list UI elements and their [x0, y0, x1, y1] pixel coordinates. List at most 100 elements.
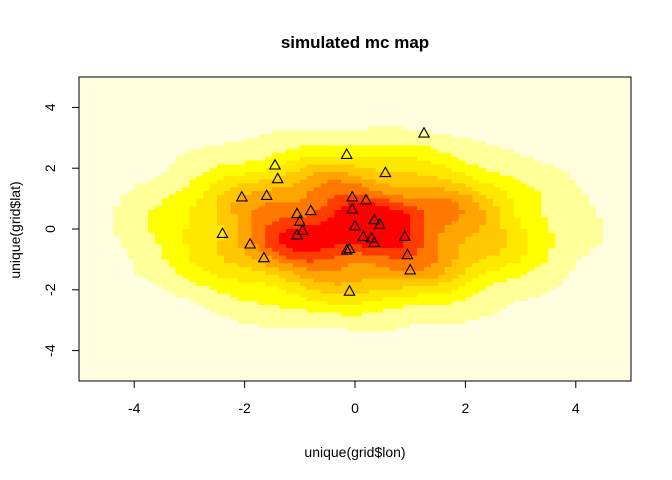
- heatmap-cell: [106, 278, 115, 283]
- heatmap-cell: [479, 377, 487, 382]
- heatmap-cell: [127, 354, 135, 359]
- heatmap-cell: [272, 118, 280, 124]
- heatmap-cell: [223, 339, 232, 344]
- heatmap-cell: [348, 149, 356, 154]
- heatmap-cell: [196, 210, 204, 215]
- heatmap-cell: [120, 263, 128, 268]
- heatmap-cell: [120, 229, 128, 234]
- heatmap-cell: [272, 187, 280, 192]
- heatmap-cell: [85, 263, 94, 268]
- heatmap-cell: [106, 335, 115, 340]
- heatmap-cell: [451, 324, 460, 329]
- heatmap-cell: [368, 92, 377, 97]
- heatmap-cell: [286, 270, 294, 276]
- heatmap-cell: [341, 111, 349, 116]
- heatmap-cell: [92, 145, 101, 150]
- heatmap-cell: [451, 286, 460, 291]
- heatmap-cell: [134, 286, 142, 291]
- heatmap-cell: [154, 183, 163, 188]
- heatmap-cell: [154, 156, 163, 162]
- heatmap-cell: [430, 145, 439, 150]
- heatmap-cell: [396, 248, 404, 253]
- heatmap-cell: [327, 293, 335, 298]
- heatmap-cell: [258, 362, 266, 367]
- heatmap-cell: [106, 217, 115, 222]
- heatmap-cell: [79, 187, 87, 192]
- heatmap-cell: [389, 373, 397, 378]
- heatmap-cell: [479, 240, 487, 245]
- heatmap-cell: [154, 365, 163, 371]
- heatmap-cell: [168, 191, 177, 196]
- heatmap-cell: [465, 297, 473, 302]
- heatmap-cell: [424, 297, 432, 302]
- heatmap-cell: [92, 255, 101, 260]
- heatmap-cell: [113, 263, 121, 268]
- heatmap-cell: [472, 80, 480, 86]
- heatmap-cell: [458, 274, 466, 279]
- heatmap-cell: [355, 339, 363, 344]
- heatmap-cell: [417, 172, 425, 177]
- heatmap-cell: [410, 297, 418, 302]
- heatmap-cell: [258, 236, 266, 241]
- heatmap-cell: [486, 160, 494, 165]
- heatmap-cell: [244, 164, 253, 169]
- heatmap-cell: [189, 77, 197, 82]
- heatmap-cell: [313, 305, 322, 310]
- heatmap-cell: [499, 244, 508, 249]
- heatmap-cell: [430, 263, 439, 268]
- heatmap-cell: [210, 248, 218, 253]
- heatmap-cell: [493, 221, 501, 226]
- heatmap-cell: [120, 346, 128, 352]
- heatmap-cell: [472, 354, 480, 359]
- heatmap-cell: [223, 270, 232, 276]
- heatmap-cell: [203, 305, 211, 310]
- heatmap-cell: [237, 99, 246, 105]
- heatmap-cell: [203, 354, 211, 359]
- heatmap-cell: [375, 160, 384, 165]
- heatmap-cell: [437, 198, 446, 203]
- heatmap-cell: [499, 286, 508, 291]
- heatmap-cell: [403, 217, 411, 222]
- heatmap-cell: [141, 327, 149, 333]
- heatmap-cell: [85, 259, 94, 264]
- heatmap-cell: [396, 297, 404, 302]
- heatmap-cell: [161, 206, 170, 211]
- heatmap-cell: [389, 198, 397, 203]
- heatmap-cell: [355, 88, 363, 93]
- heatmap-cell: [451, 255, 460, 260]
- heatmap-cell: [320, 187, 328, 192]
- heatmap-cell: [306, 248, 315, 253]
- heatmap-cell: [458, 187, 466, 192]
- heatmap-cell: [79, 362, 87, 367]
- heatmap-cell: [334, 293, 342, 298]
- heatmap-cell: [430, 202, 439, 207]
- heatmap-cell: [499, 217, 508, 222]
- heatmap-cell: [451, 92, 460, 97]
- heatmap-cell: [168, 236, 177, 241]
- heatmap-cell: [486, 346, 494, 352]
- heatmap-cell: [223, 229, 232, 234]
- heatmap-cell: [334, 305, 342, 310]
- heatmap-cell: [237, 248, 246, 253]
- heatmap-cell: [196, 350, 204, 355]
- heatmap-cell: [368, 343, 377, 348]
- heatmap-cell: [99, 278, 108, 283]
- heatmap-cell: [299, 115, 308, 120]
- heatmap-cell: [499, 293, 508, 298]
- heatmap-cell: [465, 244, 473, 249]
- heatmap-cell: [286, 297, 294, 302]
- heatmap-cell: [341, 354, 349, 359]
- heatmap-cell: [430, 160, 439, 165]
- heatmap-cell: [148, 365, 156, 371]
- heatmap-cell: [355, 289, 363, 295]
- heatmap-cell: [493, 377, 501, 382]
- heatmap-cell: [127, 248, 135, 253]
- heatmap-cell: [286, 335, 294, 340]
- heatmap-cell: [375, 278, 384, 283]
- heatmap-cell: [85, 122, 94, 127]
- heatmap-cell: [182, 183, 190, 188]
- heatmap-cell: [141, 96, 149, 101]
- heatmap-cell: [99, 141, 108, 146]
- heatmap-cell: [382, 244, 391, 249]
- heatmap-cell: [361, 335, 370, 340]
